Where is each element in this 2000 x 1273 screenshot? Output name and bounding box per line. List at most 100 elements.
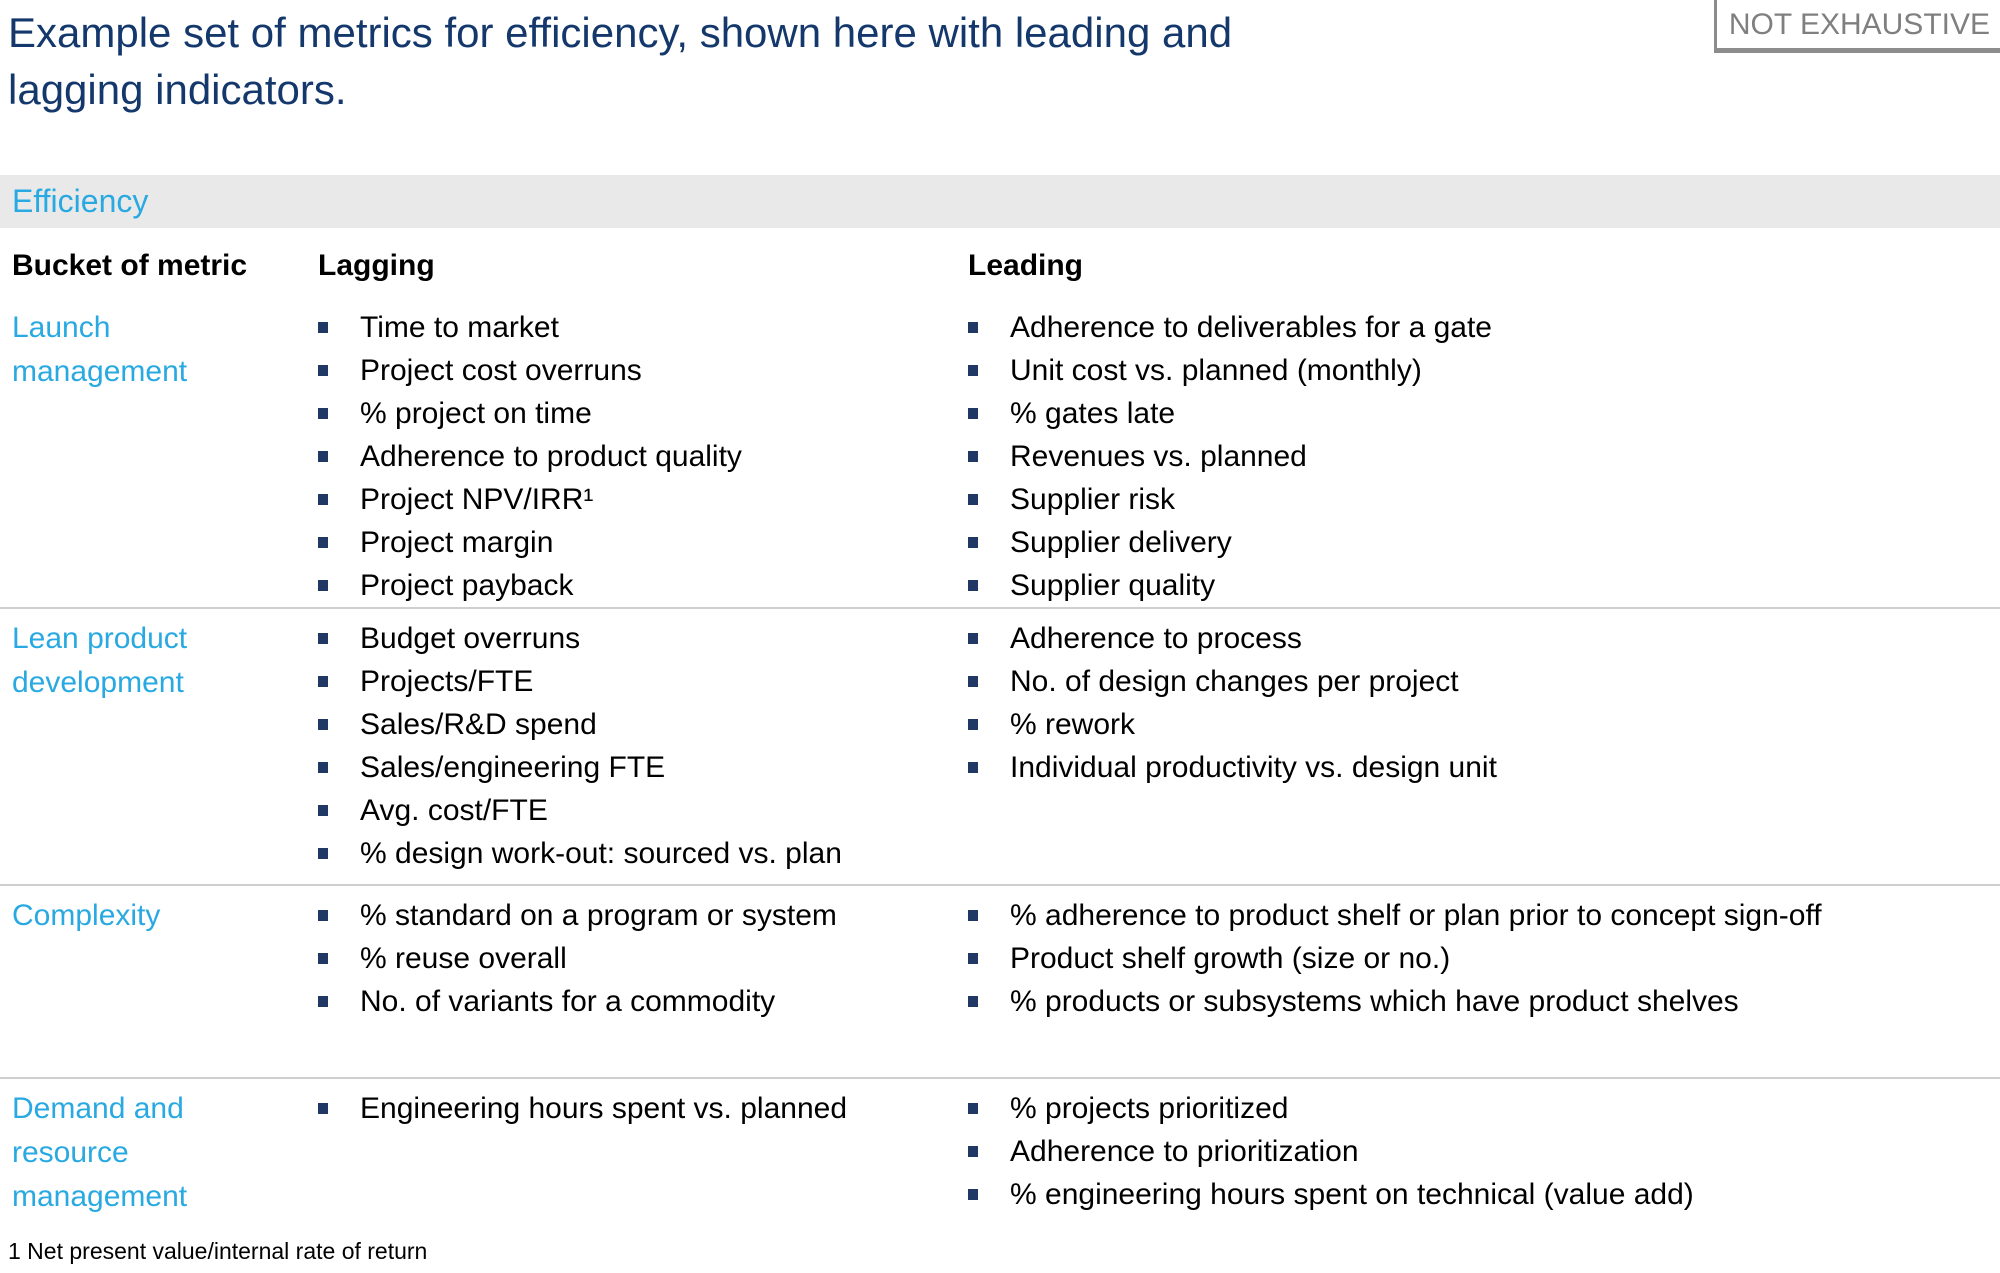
metric-label: Project NPV/IRR¹ xyxy=(360,483,594,516)
metric-label: Adherence to product quality xyxy=(360,440,742,473)
table-row-launch-management: Launch management Time to market Project… xyxy=(0,298,2000,607)
page-title: Example set of metrics for efficiency, s… xyxy=(8,9,1233,113)
bullet-square-icon xyxy=(318,996,328,1007)
metric-label: Supplier risk xyxy=(1010,483,1176,516)
metric-label: Project margin xyxy=(360,526,554,559)
metric-list-item: Budget overruns xyxy=(306,617,956,660)
metric-label: % design work-out: sourced vs. plan xyxy=(360,837,842,870)
metric-label: Supplier delivery xyxy=(1010,526,1232,559)
metric-list-item: % gates late xyxy=(956,392,2000,435)
column-header-bucket: Bucket of metric xyxy=(12,249,248,282)
bucket-label: Complexity xyxy=(12,899,161,932)
metric-label: No. of design changes per project xyxy=(1010,665,1459,698)
metric-list-item: % projects prioritized xyxy=(956,1087,2000,1130)
metric-label: % products or subsystems which have prod… xyxy=(1010,985,1739,1018)
metric-label: Adherence to deliverables for a gate xyxy=(1010,311,1492,344)
metric-label: % reuse overall xyxy=(360,942,567,975)
metric-list-item: % products or subsystems which have prod… xyxy=(956,980,2000,1023)
metric-list-item: Product shelf growth (size or no.) xyxy=(956,937,2000,980)
metric-label: % standard on a program or system xyxy=(360,899,837,932)
metric-label: Projects/FTE xyxy=(360,665,534,698)
metric-label: Project payback xyxy=(360,569,574,602)
lagging-metrics-list: Budget overruns Projects/FTE Sales/R&D s… xyxy=(306,617,956,884)
bullet-square-icon xyxy=(318,953,328,964)
metric-label: Time to market xyxy=(360,311,559,344)
metric-label: Adherence to process xyxy=(1010,622,1302,655)
metric-label: Project cost overruns xyxy=(360,354,642,387)
bullet-square-icon xyxy=(968,365,978,376)
metric-list-item: % rework xyxy=(956,703,2000,746)
metric-label: Budget overruns xyxy=(360,622,581,655)
metric-list-item: Adherence to product quality xyxy=(306,435,956,478)
metric-list-item: % adherence to product shelf or plan pri… xyxy=(956,894,2000,937)
bullet-square-icon xyxy=(318,451,328,462)
bullet-square-icon xyxy=(318,805,328,816)
bullet-square-icon xyxy=(968,580,978,591)
metric-list-item: Project margin xyxy=(306,521,956,564)
lagging-metrics-list: Time to market Project cost overruns % p… xyxy=(306,306,956,607)
bullet-square-icon xyxy=(968,408,978,419)
bullet-square-icon xyxy=(318,633,328,644)
bucket-label: Demand and resource management xyxy=(12,1092,188,1213)
metric-list-item: Unit cost vs. planned (monthly) xyxy=(956,349,2000,392)
metric-label: % gates late xyxy=(1010,397,1176,430)
metric-list-item: Supplier risk xyxy=(956,478,2000,521)
metric-list-item: Supplier delivery xyxy=(956,521,2000,564)
bullet-square-icon xyxy=(968,322,978,333)
bullet-square-icon xyxy=(968,1103,978,1114)
bullet-square-icon xyxy=(318,719,328,730)
bullet-square-icon xyxy=(318,580,328,591)
section-label: Efficiency xyxy=(12,183,149,219)
metric-label: % project on time xyxy=(360,397,592,430)
column-header-leading: Leading xyxy=(968,249,1084,282)
bullet-square-icon xyxy=(318,848,328,859)
metric-list-item: Revenues vs. planned xyxy=(956,435,2000,478)
metric-list-item: Project NPV/IRR¹ xyxy=(306,478,956,521)
metrics-table: Bucket of metric Lagging Leading Launch … xyxy=(0,240,2000,1249)
table-row-demand-and-resource-management: Demand and resource management Engineeri… xyxy=(0,1077,2000,1249)
metric-list-item: % project on time xyxy=(306,392,956,435)
bullet-square-icon xyxy=(968,1146,978,1157)
bullet-square-icon xyxy=(318,408,328,419)
metric-label: Engineering hours spent vs. planned xyxy=(360,1092,848,1125)
metric-label: % projects prioritized xyxy=(1010,1092,1289,1125)
table-row-complexity: Complexity % standard on a program or sy… xyxy=(0,884,2000,1077)
bullet-square-icon xyxy=(318,676,328,687)
bullet-square-icon xyxy=(318,537,328,548)
bullet-square-icon xyxy=(318,365,328,376)
metric-label: Unit cost vs. planned (monthly) xyxy=(1010,354,1422,387)
footnote: 1 Net present value/internal rate of ret… xyxy=(8,1238,428,1264)
metric-list-item: % reuse overall xyxy=(306,937,956,980)
metric-list-item: Sales/R&D spend xyxy=(306,703,956,746)
column-header-lagging: Lagging xyxy=(318,249,435,282)
leading-metrics-list: Adherence to process No. of design chang… xyxy=(956,617,2000,884)
metric-list-item: % engineering hours spent on technical (… xyxy=(956,1173,2000,1216)
metric-list-item: No. of design changes per project xyxy=(956,660,2000,703)
metric-list-item: Project payback xyxy=(306,564,956,607)
efficiency-banner: Efficiency xyxy=(0,175,2000,228)
metric-label: Supplier quality xyxy=(1010,569,1216,602)
not-exhaustive-stamp: NOT EXHAUSTIVE xyxy=(1713,0,2000,53)
metric-list-item: Supplier quality xyxy=(956,564,2000,607)
bullet-square-icon xyxy=(968,1189,978,1200)
metric-label: Adherence to prioritization xyxy=(1010,1135,1359,1168)
metric-list-item: Adherence to deliverables for a gate xyxy=(956,306,2000,349)
bullet-square-icon xyxy=(968,719,978,730)
bullet-square-icon xyxy=(318,494,328,505)
bullet-square-icon xyxy=(968,910,978,921)
metric-list-item: Sales/engineering FTE xyxy=(306,746,956,789)
metric-label: No. of variants for a commodity xyxy=(360,985,776,1018)
bullet-square-icon xyxy=(968,676,978,687)
metric-label: Revenues vs. planned xyxy=(1010,440,1307,473)
leading-metrics-list: % projects prioritized Adherence to prio… xyxy=(956,1087,2000,1249)
metric-list-item: Engineering hours spent vs. planned xyxy=(306,1087,956,1130)
metric-list-item: Adherence to prioritization xyxy=(956,1130,2000,1173)
metric-label: % rework xyxy=(1010,708,1136,741)
metric-label: % adherence to product shelf or plan pri… xyxy=(1010,899,1822,932)
bullet-square-icon xyxy=(968,451,978,462)
bullet-square-icon xyxy=(318,762,328,773)
bullet-square-icon xyxy=(318,322,328,333)
metric-list-item: % standard on a program or system xyxy=(306,894,956,937)
metric-label: Individual productivity vs. design unit xyxy=(1010,751,1497,784)
metric-list-item: % design work-out: sourced vs. plan xyxy=(306,832,956,875)
